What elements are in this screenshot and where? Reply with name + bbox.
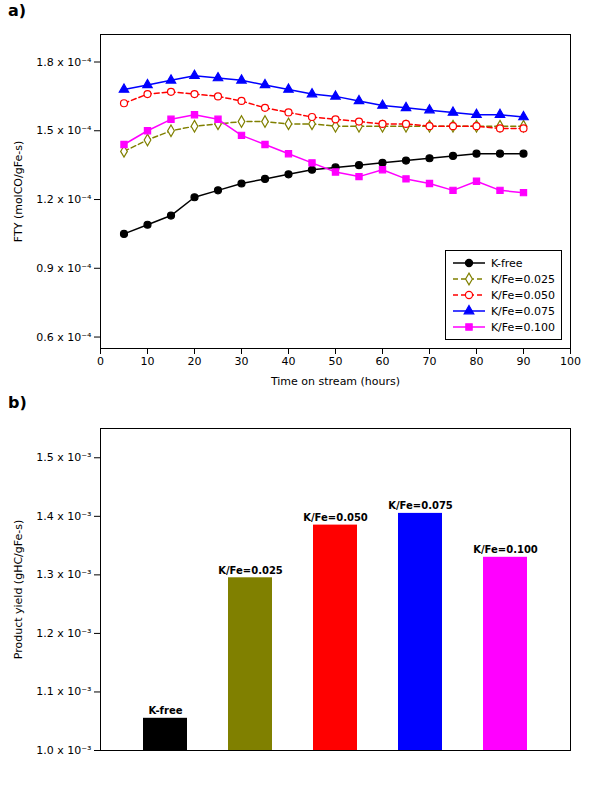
html-text:K/Fe=0.100: K/Fe=0.100 [490,320,555,334]
svg-text:1.3 x 10⁻³: 1.3 x 10⁻³ [36,568,91,581]
svg-text:60: 60 [376,355,390,368]
svg-text:K-free: K-free [149,705,183,716]
html-text:a): a) [8,1,27,20]
svg-text:30: 30 [235,355,249,368]
html-text:b): b) [8,393,27,412]
svg-text:K/Fe=0.100: K/Fe=0.100 [473,544,538,555]
svg-text:20: 20 [188,355,202,368]
svg-text:Time on stream (hours): Time on stream (hours) [270,375,400,388]
html-text:K-free: K-free [490,256,523,270]
html-text:K/Fe=0.050: K/Fe=0.050 [490,288,555,302]
svg-text:50: 50 [329,355,343,368]
svg-text:100: 100 [560,355,581,368]
svg-text:90: 90 [517,355,531,368]
svg-text:FTY (molCO/gFe-s): FTY (molCO/gFe-s) [12,141,25,242]
svg-text:80: 80 [470,355,484,368]
svg-text:1.8 x 10⁻⁴: 1.8 x 10⁻⁴ [36,56,92,69]
svg-text:K/Fe=0.075: K/Fe=0.075 [388,500,453,511]
svg-text:K/Fe=0.050: K/Fe=0.050 [303,512,368,523]
svg-text:1.2 x 10⁻³: 1.2 x 10⁻³ [36,627,91,640]
svg-text:1.5 x 10⁻³: 1.5 x 10⁻³ [36,451,91,464]
html-text:K/Fe=0.075: K/Fe=0.075 [490,304,555,318]
svg-text:1.2 x 10⁻⁴: 1.2 x 10⁻⁴ [36,193,92,206]
html-text:K/Fe=0.025: K/Fe=0.025 [490,272,555,286]
svg-text:70: 70 [423,355,437,368]
svg-text:1.4 x 10⁻³: 1.4 x 10⁻³ [36,510,91,523]
svg-text:0.6 x 10⁻⁴: 0.6 x 10⁻⁴ [36,331,92,344]
svg-text:1.1 x 10⁻³: 1.1 x 10⁻³ [36,685,91,698]
svg-text:40: 40 [282,355,296,368]
svg-text:Product yield (gHC/gFe-s): Product yield (gHC/gFe-s) [12,520,25,660]
svg-text:1.5 x 10⁻⁴: 1.5 x 10⁻⁴ [36,124,92,137]
svg-text:1.0 x 10⁻³: 1.0 x 10⁻³ [36,744,91,757]
svg-text:10: 10 [141,355,155,368]
svg-text:0: 0 [97,355,104,368]
svg-text:K/Fe=0.025: K/Fe=0.025 [218,565,283,576]
svg-text:0.9 x 10⁻⁴: 0.9 x 10⁻⁴ [36,262,92,275]
